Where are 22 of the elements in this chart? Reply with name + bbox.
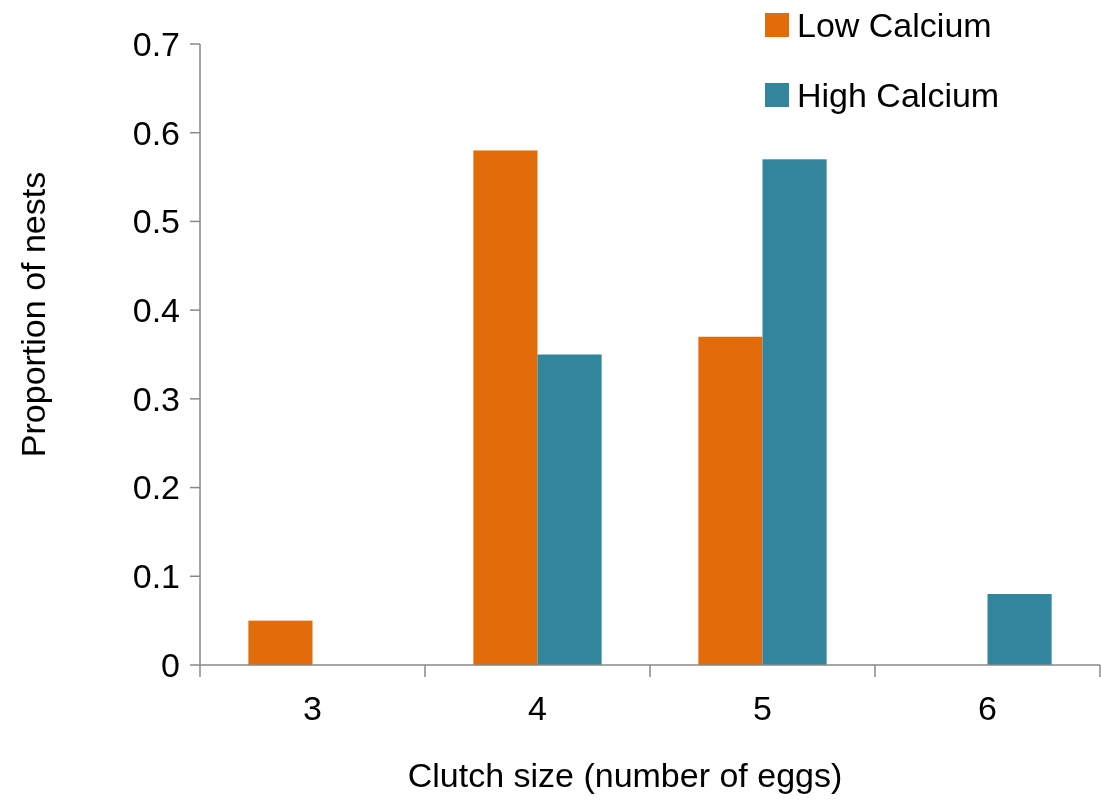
x-tick-label: 5 (753, 689, 772, 727)
bar (987, 594, 1052, 665)
y-tick-label: 0.5 (132, 202, 180, 241)
bar (248, 620, 313, 665)
legend-label: High Calcium (797, 75, 1000, 114)
bar (762, 159, 827, 665)
x-tick-label: 6 (978, 689, 997, 727)
y-tick-label: 0.4 (132, 291, 180, 330)
x-tick-label: 4 (528, 689, 547, 727)
y-tick-label: 0.6 (132, 113, 180, 152)
y-tick-label: 0.3 (132, 379, 180, 418)
y-tick-label: 0.1 (132, 557, 180, 596)
bar (537, 354, 602, 665)
bar (473, 150, 538, 665)
y-axis-title: Proportion of nests (14, 171, 52, 458)
x-tick-label: 3 (303, 689, 322, 727)
y-tick-label: 0.7 (132, 24, 180, 63)
x-axis-title: Clutch size (number of eggs) (407, 756, 843, 794)
y-tick-label: 0 (161, 645, 180, 684)
bar (698, 336, 763, 665)
legend-label: Low Calcium (797, 5, 992, 44)
y-tick-label: 0.2 (132, 468, 180, 507)
